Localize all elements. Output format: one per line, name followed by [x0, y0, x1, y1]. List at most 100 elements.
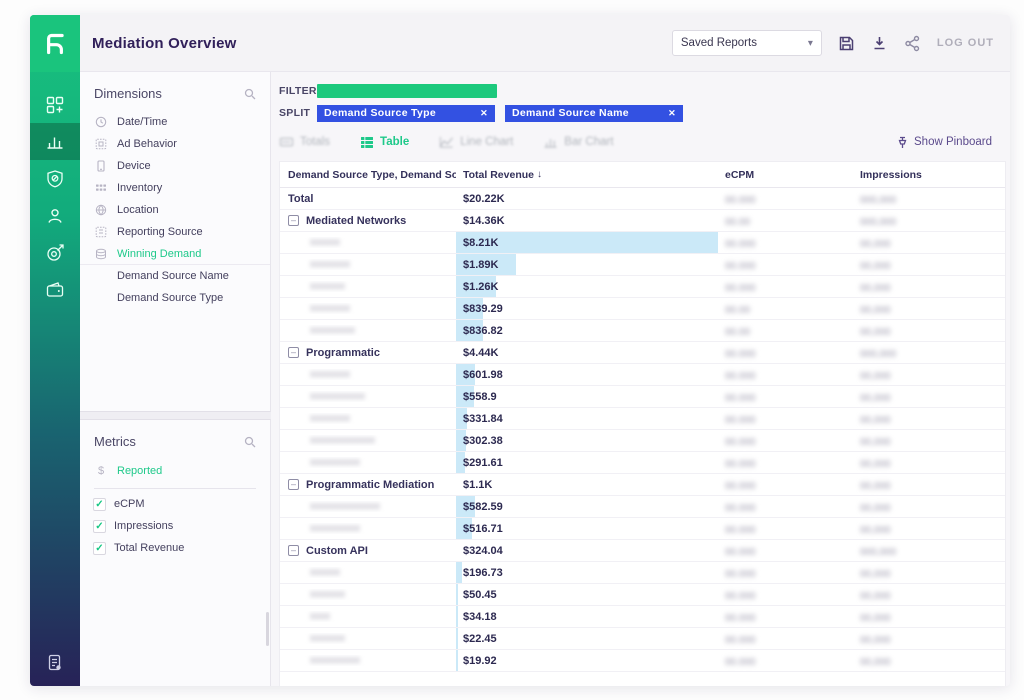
row-name-cell: xxxx: [280, 611, 456, 622]
table-row: xxxxxxx $22.45 00.000 00,000: [280, 628, 1005, 650]
row-name-cell: xxxxxxxxxxx: [280, 391, 456, 402]
revenue-data-bar: [456, 430, 466, 451]
collapse-icon[interactable]: –: [288, 347, 299, 358]
tab-table[interactable]: Table: [360, 136, 409, 149]
table-row[interactable]: – Programmatic Mediation $1.1K 00.000 00,000: [280, 474, 1005, 496]
row-name-cell: – Custom API: [280, 545, 456, 557]
close-icon[interactable]: ✕: [668, 107, 676, 118]
sidebar-item-wallet[interactable]: [30, 271, 80, 308]
reported-label: Reported: [117, 465, 163, 477]
dimension-item-device[interactable]: Device: [80, 155, 270, 177]
save-icon[interactable]: [838, 35, 855, 52]
split-chip-demand-source-type[interactable]: Demand Source Type ✕: [317, 104, 495, 122]
ecpm-cell: 00.000: [720, 366, 855, 384]
metrics-list: ✓ eCPM ✓ Impressions ✓ Total Revenue: [80, 493, 270, 559]
content-area: FILTER SPLIT Demand Source Type ✕ Demand S…: [271, 72, 1010, 686]
impressions-cell: 00,000: [855, 454, 1005, 472]
dimension-item-location[interactable]: Location: [80, 199, 270, 221]
dimension-item-date-time[interactable]: Date/Time: [80, 111, 270, 133]
column-header-impressions[interactable]: Impressions: [860, 168, 922, 181]
dimension-item-demand-source-type[interactable]: Demand Source Type: [80, 287, 270, 309]
row-name: Mediated Networks: [306, 214, 407, 227]
row-name-cell: xxxxxxxxxx: [280, 523, 456, 534]
row-name-redacted: xxxxxx: [310, 567, 340, 578]
tab-totals[interactable]: Totals: [279, 135, 330, 149]
ecpm-cell: 00.000: [720, 256, 855, 274]
sidebar-item-target[interactable]: [30, 234, 80, 271]
table-row: xxxxxxxxxx $291.61 00.000 00,000: [280, 452, 1005, 474]
revenue-value: $1.26K: [463, 280, 499, 293]
impressions-value-redacted: 00,000: [860, 436, 891, 448]
revenue-value: $196.73: [463, 566, 503, 579]
row-name-redacted: xxxx: [310, 611, 330, 622]
ecpm-value-redacted: 00.000: [725, 436, 756, 448]
dimensions-title: Dimensions: [94, 86, 162, 101]
revenue-value: $839.29: [463, 302, 503, 315]
report-doc-icon[interactable]: [30, 640, 80, 686]
collapse-icon[interactable]: –: [288, 545, 299, 556]
table-row[interactable]: – Mediated Networks $14.36K 00.00 000,000: [280, 210, 1005, 232]
table-row[interactable]: – Custom API $324.04 00.000 000,000: [280, 540, 1005, 562]
sidebar-item-user[interactable]: [30, 197, 80, 234]
ecpm-cell: 00.000: [720, 542, 855, 560]
saved-reports-select[interactable]: Saved Reports ▾: [671, 30, 822, 56]
column-header-ecpm[interactable]: eCPM: [725, 168, 755, 181]
saved-reports-label: Saved Reports: [680, 37, 757, 49]
checkbox-icon[interactable]: ✓: [93, 541, 106, 555]
impressions-value-redacted: 00,000: [860, 524, 891, 536]
dollar-icon: $: [97, 465, 105, 477]
ecpm-cell: 00.000: [720, 432, 855, 450]
metric-item-impressions[interactable]: ✓ Impressions: [80, 515, 270, 537]
impressions-value-redacted: 000,000: [860, 546, 897, 558]
collapse-icon[interactable]: –: [288, 215, 299, 226]
show-pinboard-button[interactable]: Show Pinboard: [897, 136, 992, 149]
impressions-value-redacted: 00,000: [860, 568, 891, 580]
metric-item-ecpm[interactable]: ✓ eCPM: [80, 493, 270, 515]
column-header-split[interactable]: Demand Source Type, Demand Source ...: [288, 168, 456, 181]
metric-item-total-revenue[interactable]: ✓ Total Revenue: [80, 537, 270, 559]
row-name-cell: xxxxxxx: [280, 633, 456, 644]
dimension-item-demand-source-name[interactable]: Demand Source Name: [80, 265, 270, 287]
revenue-value: $50.45: [463, 588, 497, 601]
filter-value-chip[interactable]: [317, 84, 497, 98]
dimension-item-inventory[interactable]: Inventory: [80, 177, 270, 199]
close-icon[interactable]: ✕: [480, 107, 488, 118]
share-icon[interactable]: [904, 35, 921, 52]
checkbox-icon[interactable]: ✓: [93, 519, 106, 533]
revenue-cell: $302.38: [456, 430, 720, 451]
dimension-item-reporting-source[interactable]: Reporting Source: [80, 221, 270, 243]
metrics-reported[interactable]: $ Reported: [80, 459, 270, 483]
revenue-data-bar: [456, 628, 458, 649]
row-name-redacted: xxxxxxxxxxxxx: [310, 435, 375, 446]
row-name-cell: xxxxxxxx: [280, 303, 456, 314]
scrollbar-thumb[interactable]: [266, 612, 269, 646]
table-row: xxxxxxx $50.45 00.000 00,000: [280, 584, 1005, 606]
download-icon[interactable]: [871, 35, 888, 52]
sidebar-item-shield[interactable]: [30, 160, 80, 197]
search-icon[interactable]: [244, 88, 256, 100]
sidebar-item-analytics-bars[interactable]: [30, 123, 80, 160]
impressions-cell: 000,000: [855, 190, 1005, 208]
fyber-logo[interactable]: [30, 15, 80, 72]
table-row: xxxxxxxx $1.89K 00.000 00,000: [280, 254, 1005, 276]
revenue-value: $8.21K: [463, 236, 499, 249]
revenue-cell: $291.61: [456, 452, 720, 473]
collapse-icon[interactable]: –: [288, 479, 299, 490]
table-row[interactable]: – Programmatic $4.44K 00.000 000,000: [280, 342, 1005, 364]
tab-bar-chart[interactable]: Bar Chart: [543, 135, 614, 149]
revenue-value: $22.45: [463, 632, 497, 645]
table-row: xxxxxxxxxx $516.71 00.000 00,000: [280, 518, 1005, 540]
split-chip-demand-source-name[interactable]: Demand Source Name ✕: [505, 104, 683, 122]
checkbox-icon[interactable]: ✓: [93, 497, 106, 511]
split-chip-label: Demand Source Type: [324, 107, 436, 119]
impressions-cell: 00,000: [855, 432, 1005, 450]
ecpm-cell: 00.00: [720, 212, 855, 230]
search-icon[interactable]: [244, 436, 256, 448]
logout-button[interactable]: LOG OUT: [936, 37, 994, 49]
tab-line-chart[interactable]: Line Chart: [439, 135, 513, 149]
column-header-total-revenue[interactable]: Total Revenue ↓: [463, 168, 542, 181]
sidebar-item-apps[interactable]: [30, 86, 80, 123]
dimension-label: Winning Demand: [117, 247, 202, 260]
dimension-item-winning-demand[interactable]: Winning Demand: [80, 243, 270, 265]
dimension-item-ad-behavior[interactable]: Ad Behavior: [80, 133, 270, 155]
